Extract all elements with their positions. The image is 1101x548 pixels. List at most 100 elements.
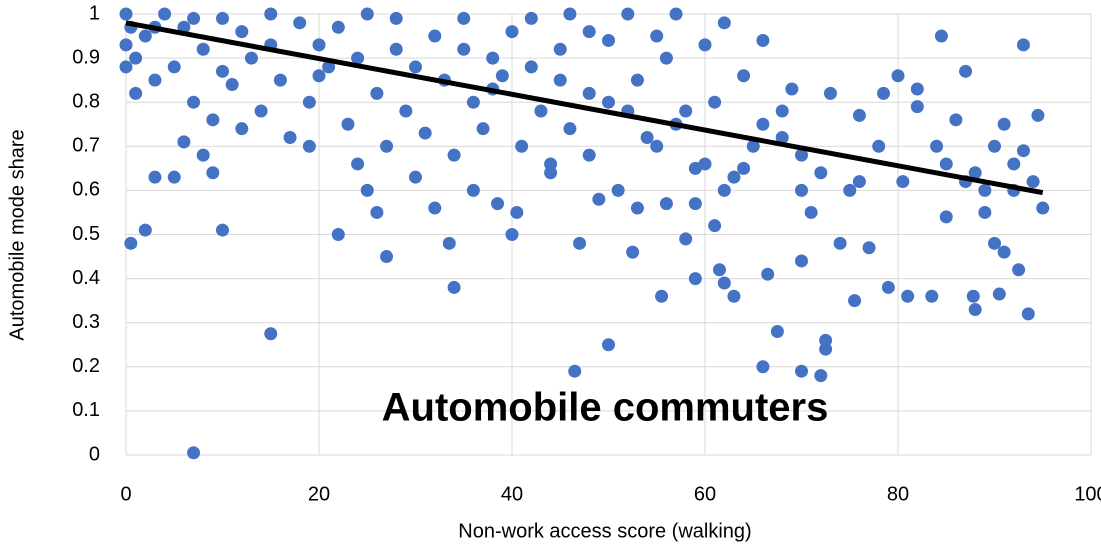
- point: [466, 183, 480, 197]
- point: [351, 51, 365, 65]
- point: [626, 245, 640, 259]
- point: [331, 20, 345, 34]
- point: [476, 122, 490, 136]
- point: [447, 280, 461, 294]
- point: [510, 205, 524, 219]
- point: [380, 250, 394, 264]
- point: [418, 126, 432, 140]
- point: [235, 25, 249, 39]
- point: [910, 82, 924, 96]
- x-axis-label: Non-work access score (walking): [458, 520, 751, 542]
- labels: 0 0.1 0.2 0.3 0.4 0.5 0.6 0.7 0.8 0.9 1 0 20 40 60 80 10…: [72, 2, 1101, 505]
- point: [409, 170, 422, 184]
- point: [901, 289, 915, 303]
- y-tick-label: 0.4: [72, 267, 100, 289]
- point: [650, 29, 664, 43]
- point: [187, 11, 201, 25]
- point: [187, 95, 201, 109]
- point: [244, 51, 258, 65]
- point: [129, 86, 143, 100]
- point: [505, 228, 519, 241]
- point: [389, 42, 403, 56]
- point: [1026, 175, 1040, 189]
- point: [746, 139, 760, 153]
- point: [717, 16, 731, 30]
- point: [167, 60, 181, 74]
- point: [254, 104, 268, 118]
- point: [949, 113, 963, 127]
- point: [447, 148, 461, 162]
- point: [959, 64, 973, 78]
- point: [196, 42, 210, 56]
- point: [891, 69, 905, 83]
- point: [293, 16, 307, 30]
- point: [727, 170, 741, 184]
- point: [1021, 307, 1035, 321]
- point: [785, 82, 799, 96]
- point: [650, 139, 664, 153]
- trend-line: [125, 20, 1044, 196]
- point: [930, 139, 944, 153]
- point: [640, 130, 654, 144]
- point: [124, 236, 138, 250]
- point: [457, 11, 471, 25]
- point: [544, 166, 558, 180]
- point: [524, 11, 538, 25]
- point: [370, 86, 384, 100]
- point: [978, 205, 992, 219]
- point: [795, 148, 808, 162]
- point: [761, 267, 775, 281]
- point: [428, 201, 442, 215]
- point: [167, 170, 181, 184]
- y-tick-label: 0.8: [72, 90, 100, 112]
- point: [322, 60, 336, 74]
- point: [823, 86, 837, 100]
- point: [630, 201, 644, 215]
- point: [997, 117, 1011, 131]
- point: [602, 33, 615, 47]
- point: [833, 236, 847, 250]
- point: [466, 95, 480, 109]
- point: [737, 69, 751, 83]
- point: [688, 161, 702, 175]
- point: [712, 263, 726, 277]
- point: [1007, 157, 1021, 171]
- point: [669, 7, 683, 21]
- point: [621, 7, 635, 21]
- point: [148, 170, 162, 184]
- point: [602, 338, 615, 352]
- point: [563, 122, 577, 136]
- point: [852, 175, 866, 189]
- point: [283, 130, 297, 144]
- point: [795, 364, 808, 378]
- point: [679, 104, 693, 118]
- point: [360, 183, 374, 197]
- point: [966, 289, 980, 303]
- point: [630, 73, 644, 87]
- point: [708, 219, 722, 233]
- point: [582, 86, 596, 100]
- point: [843, 183, 857, 197]
- point: [795, 183, 808, 197]
- marks: [119, 7, 1050, 460]
- y-tick-label: 0.9: [72, 46, 100, 68]
- point: [505, 25, 519, 39]
- point: [862, 241, 876, 255]
- point: [655, 289, 669, 303]
- point: [770, 325, 784, 339]
- point: [852, 108, 866, 122]
- y-axis-label: Automobile mode share: [6, 129, 28, 340]
- point: [988, 236, 1001, 250]
- point: [235, 122, 249, 136]
- point: [968, 302, 982, 316]
- point: [775, 130, 789, 144]
- point: [978, 183, 992, 197]
- point: [659, 51, 673, 65]
- point: [158, 7, 172, 21]
- point: [312, 38, 326, 52]
- point: [727, 289, 741, 303]
- point: [814, 369, 828, 383]
- point: [1016, 144, 1030, 158]
